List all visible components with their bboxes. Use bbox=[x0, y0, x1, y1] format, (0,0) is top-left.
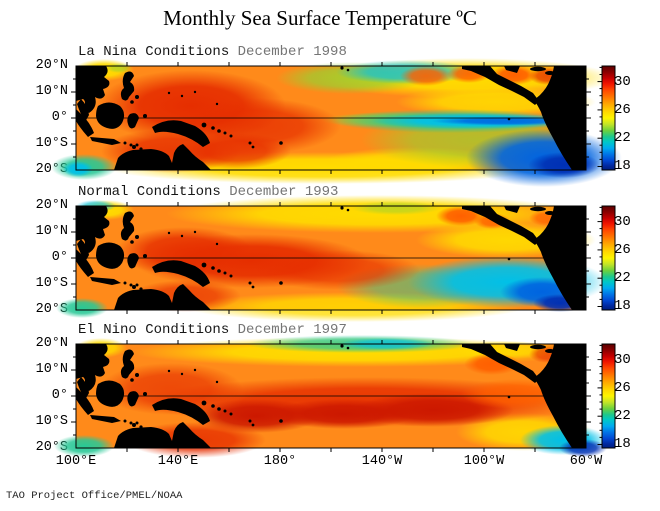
lat-label: 10°N bbox=[35, 362, 68, 377]
colorbar-label: 22 bbox=[614, 270, 631, 286]
sst-map-el-nino bbox=[54, 335, 608, 458]
colorbar-label: 22 bbox=[614, 130, 631, 146]
condition-label: Normal Conditions bbox=[78, 184, 221, 200]
colorbar-label: 30 bbox=[614, 352, 631, 368]
sst-map-normal bbox=[56, 195, 608, 322]
lon-label: 180° bbox=[263, 454, 297, 469]
panel-title-el-nino: El Nino Conditions December 1997 bbox=[78, 322, 347, 338]
lat-label: 10°S bbox=[35, 136, 68, 151]
colorbar-label: 26 bbox=[614, 380, 631, 396]
lat-label: 10°N bbox=[35, 224, 68, 239]
colorbar-label: 22 bbox=[614, 408, 631, 424]
condition-label: El Nino Conditions bbox=[78, 322, 230, 338]
lon-label: 60°W bbox=[569, 454, 603, 469]
colorbar-normal bbox=[597, 205, 616, 311]
lon-label: 140°E bbox=[157, 454, 199, 469]
date-label: December 1998 bbox=[237, 44, 347, 60]
colorbar-label: 26 bbox=[614, 102, 631, 118]
colorbar-label: 26 bbox=[614, 242, 631, 258]
credit-text: TAO Project Office/PMEL/NOAA bbox=[6, 490, 183, 502]
colorbar-label: 30 bbox=[614, 74, 631, 90]
lat-label: 20°N bbox=[35, 336, 68, 351]
lat-label: 10°S bbox=[35, 414, 68, 429]
panel-title-la-nina: La Nina Conditions December 1998 bbox=[78, 44, 347, 60]
lat-label: 0° bbox=[51, 110, 68, 125]
colorbar-la-nina bbox=[597, 65, 616, 171]
lon-label: 100°W bbox=[463, 454, 505, 469]
lon-label: 140°W bbox=[361, 454, 403, 469]
lat-label: 10°N bbox=[35, 84, 68, 99]
lat-label: 20°N bbox=[35, 58, 68, 73]
figure-title: Monthly Sea Surface Temperature ºC bbox=[163, 6, 477, 30]
condition-label: La Nina Conditions bbox=[78, 44, 230, 60]
lon-label: 100°E bbox=[55, 454, 97, 469]
lat-label: 0° bbox=[51, 388, 68, 403]
lat-label: 20°N bbox=[35, 198, 68, 213]
colorbar-label: 18 bbox=[614, 436, 631, 452]
colorbar-label: 30 bbox=[614, 214, 631, 230]
colorbar-label: 18 bbox=[614, 158, 631, 174]
lat-label: 10°S bbox=[35, 276, 68, 291]
lat-label: 0° bbox=[51, 250, 68, 265]
colorbar-el-nino bbox=[597, 343, 616, 449]
sst-map-la-nina bbox=[51, 58, 622, 187]
colorbar-label: 18 bbox=[614, 298, 631, 314]
date-label: December 1997 bbox=[237, 322, 347, 338]
